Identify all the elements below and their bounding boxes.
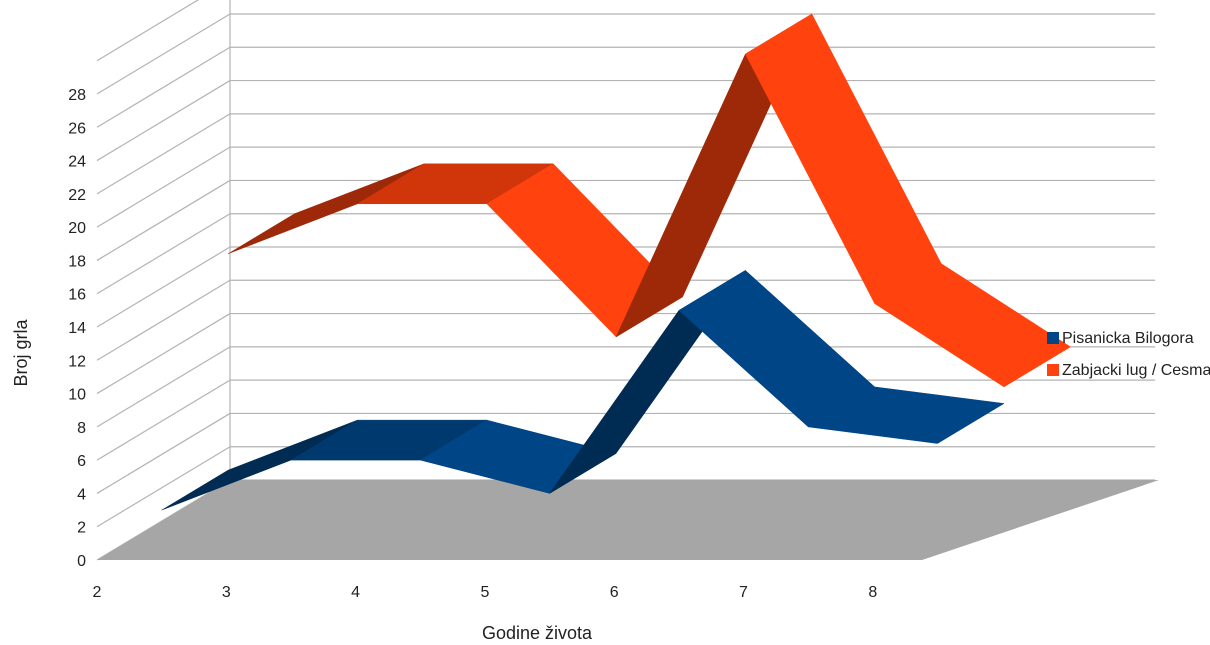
side-gridline xyxy=(96,246,231,328)
side-gridline xyxy=(96,412,231,494)
y-tick-label: 8 xyxy=(77,420,86,437)
chart-floor xyxy=(97,480,1160,560)
y-tick-label: 12 xyxy=(68,353,86,370)
y-tick-label: 26 xyxy=(68,120,86,137)
x-tick-label: 7 xyxy=(739,584,748,601)
y-tick-label: 22 xyxy=(68,187,86,204)
series-2-segment xyxy=(745,13,942,304)
floor-plane xyxy=(97,480,1160,560)
y-tick-label: 2 xyxy=(77,520,86,537)
y-tick-label: 6 xyxy=(77,453,86,470)
y-tick-label: 18 xyxy=(68,253,86,270)
chart-series xyxy=(161,13,1071,511)
y-tick-label: 4 xyxy=(77,486,86,503)
side-gridline xyxy=(96,379,231,461)
side-gridline xyxy=(96,13,231,95)
chart-walls xyxy=(96,0,1156,561)
x-tick-label: 5 xyxy=(480,584,489,601)
y-tick-label: 28 xyxy=(68,87,86,104)
series-2-segment xyxy=(228,163,425,254)
x-tick-label: 4 xyxy=(351,584,360,601)
x-axis-title: Godine života xyxy=(482,623,593,643)
side-gridline xyxy=(96,0,200,62)
x-axis-ticks: 2 3 4 5 6 7 8 xyxy=(93,584,878,601)
y-tick-label: 14 xyxy=(68,320,86,337)
side-gridline xyxy=(96,46,231,128)
side-gridline xyxy=(96,179,231,261)
legend-label-2: Zabjacki lug / Cesma xyxy=(1062,362,1210,379)
side-gridline xyxy=(96,313,231,395)
y-tick-label: 20 xyxy=(68,220,86,237)
legend-label-1: Pisanicka Bilogora xyxy=(1062,330,1194,347)
y-tick-label: 0 xyxy=(77,553,86,570)
side-gridline xyxy=(96,80,231,162)
side-gridline xyxy=(96,279,231,361)
x-tick-label: 3 xyxy=(222,584,231,601)
y-tick-label: 24 xyxy=(68,154,86,171)
x-tick-label: 8 xyxy=(868,584,877,601)
series-2-segment xyxy=(874,263,1071,388)
legend-swatch-2 xyxy=(1047,364,1059,376)
x-tick-label: 6 xyxy=(610,584,619,601)
side-gridline xyxy=(96,113,231,195)
x-tick-label: 2 xyxy=(93,584,102,601)
side-gridline xyxy=(96,346,231,428)
y-tick-label: 10 xyxy=(68,387,86,404)
side-gridline xyxy=(96,213,231,295)
series-1-segment xyxy=(678,270,876,428)
side-gridline xyxy=(96,146,231,228)
legend-swatch-1 xyxy=(1047,332,1059,344)
side-gridline xyxy=(96,446,231,528)
legend: Pisanicka Bilogora Zabjacki lug / Cesma xyxy=(1047,330,1210,379)
series-1-segment xyxy=(807,386,1005,444)
y-tick-label: 16 xyxy=(68,287,86,304)
y-axis-title: Broj grla xyxy=(11,319,31,387)
